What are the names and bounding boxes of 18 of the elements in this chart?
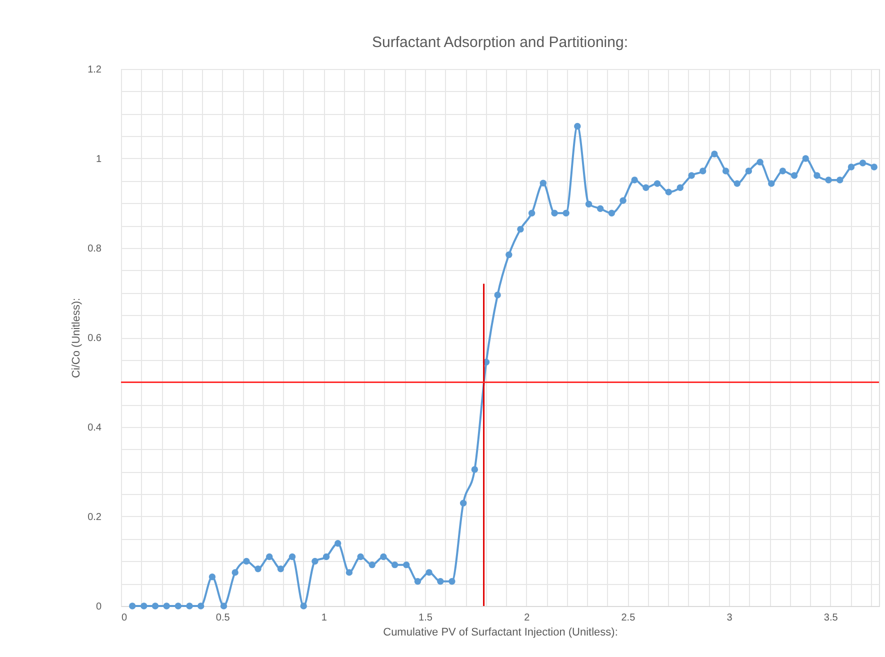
x-tick-label: 1.5: [418, 612, 433, 624]
y-tick-label: 1: [96, 154, 102, 165]
y-tick-label: 0: [96, 602, 102, 612]
x-axis-title: Cumulative PV of Surfactant Injection (Unitless):: [383, 626, 618, 638]
y-tick-label: 1.2: [88, 64, 102, 76]
x-tick-label: 0: [122, 612, 128, 624]
y-axis-title: Ci/Co (Unitless):: [70, 298, 83, 378]
x-tick-label: 1: [321, 612, 328, 624]
x-tick-label: 3.5: [824, 612, 838, 624]
y-tick-label: 0.8: [88, 244, 102, 254]
chart-title: Surfactant Adsorption and Partitioning:: [372, 34, 628, 51]
y-tick-label: 0.4: [88, 422, 102, 434]
x-tick-label: 0.5: [216, 612, 230, 624]
x-tick-label: 3: [726, 612, 733, 624]
y-tick-label: 0.2: [88, 512, 102, 523]
x-tick-label: 2: [524, 612, 530, 624]
y-tick-label: 0.6: [88, 333, 102, 344]
x-tick-label: 2.5: [621, 612, 636, 624]
